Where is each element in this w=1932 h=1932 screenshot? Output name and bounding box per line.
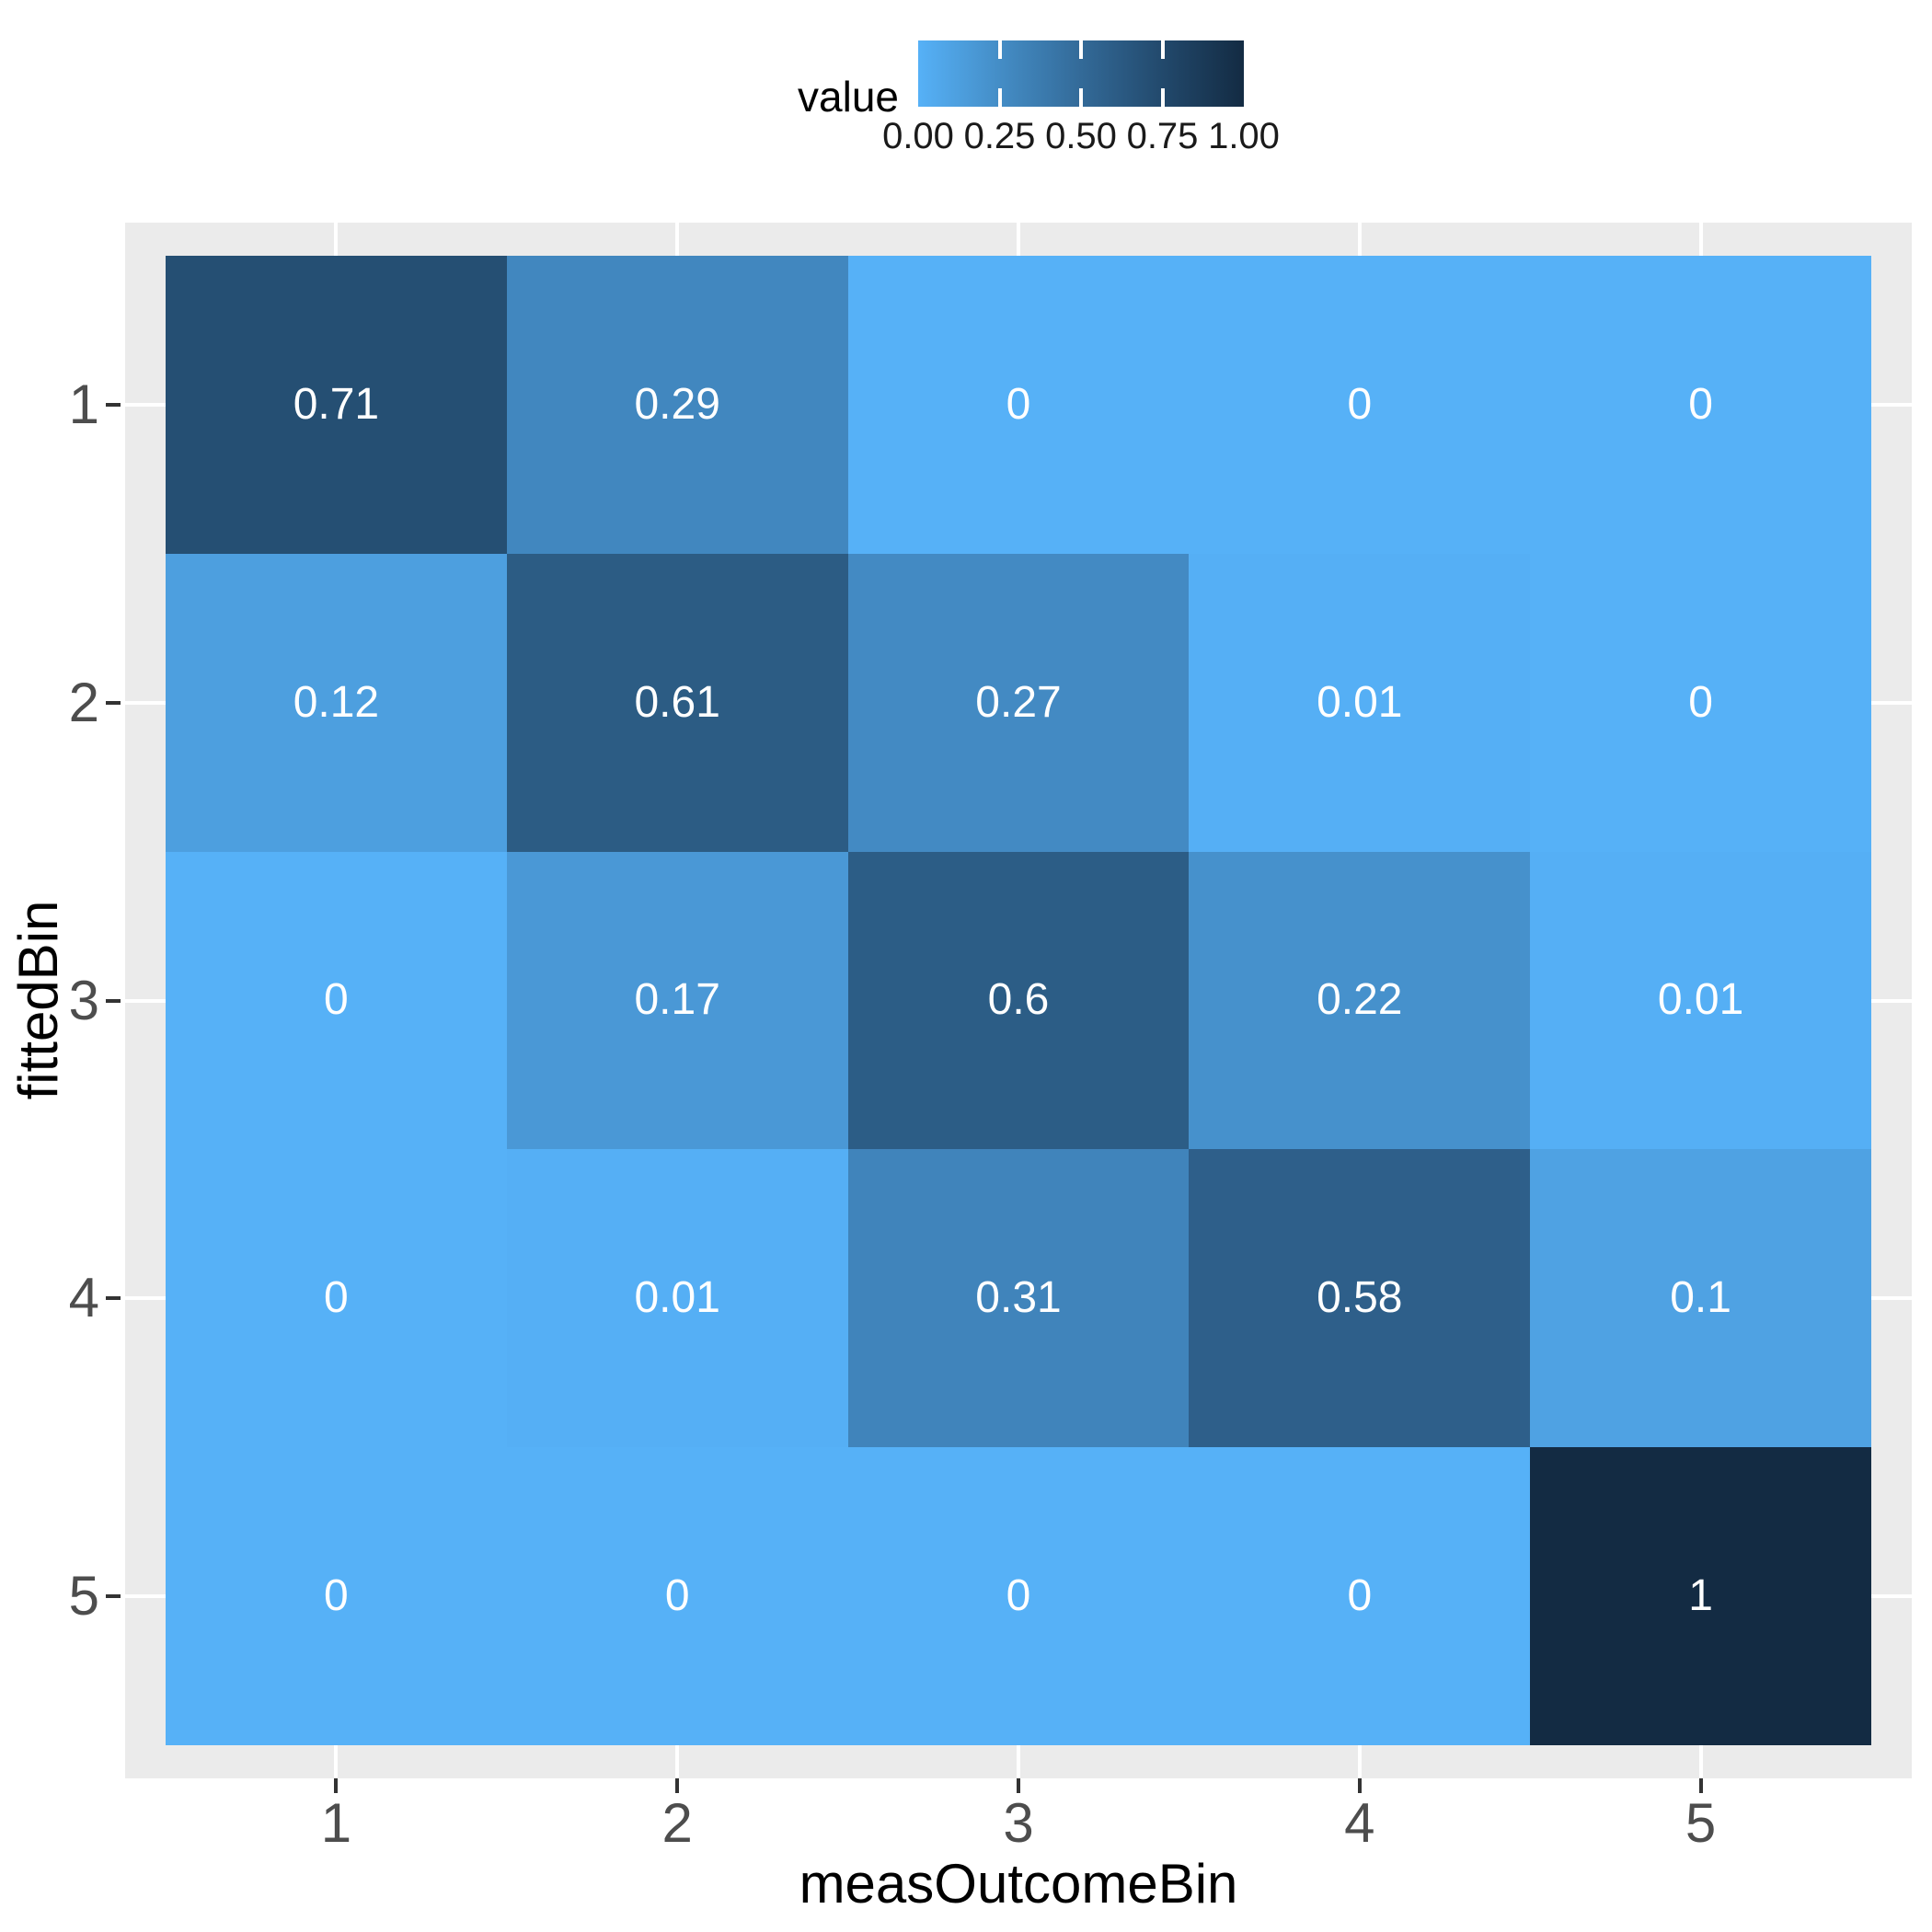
cell-value-label: 0.01 <box>1317 677 1403 727</box>
cell-value-label: 0.29 <box>634 379 720 429</box>
x-axis-tick <box>1357 1778 1362 1793</box>
y-axis-tick-label: 1 <box>68 373 99 435</box>
heatmap-cell: 0.01 <box>506 1149 848 1448</box>
heatmap-cell: 0 <box>847 1447 1190 1745</box>
cell-value-label: 0 <box>1347 1571 1373 1621</box>
heatmap-cell: 0.6 <box>847 851 1190 1150</box>
x-axis-tick-label: 4 <box>1344 1792 1375 1854</box>
cell-value-label: 0.58 <box>1317 1273 1403 1323</box>
cell-value-label: 0.61 <box>634 677 720 727</box>
cell-value-label: 0.01 <box>634 1273 720 1323</box>
legend-gradient-bar <box>918 40 1244 107</box>
legend-bar-tick <box>1160 88 1165 107</box>
heatmap-cell: 0.58 <box>1189 1149 1531 1448</box>
legend-bar-tick <box>997 88 1002 107</box>
y-axis-tick-label: 3 <box>68 969 99 1031</box>
heatmap-cell: 0 <box>1189 1447 1531 1745</box>
heatmap-cell: 0.29 <box>506 256 848 554</box>
cell-value-label: 0 <box>324 1273 349 1323</box>
y-axis-tick-label: 5 <box>68 1565 99 1627</box>
heatmap-cell: 0 <box>1530 553 1871 852</box>
heatmap-cell: 0.01 <box>1189 553 1531 852</box>
cell-value-label: 0.22 <box>1317 975 1403 1025</box>
legend-bar-tick <box>997 40 1002 59</box>
y-axis-tick <box>106 998 121 1003</box>
cell-value-label: 0.31 <box>975 1273 1062 1323</box>
heatmap-cell: 0.17 <box>506 851 848 1150</box>
cell-value-label: 0 <box>1347 379 1373 429</box>
x-axis-tick <box>1698 1778 1703 1793</box>
cell-value-label: 0.27 <box>975 677 1062 727</box>
heatmap-cell: 0.61 <box>506 553 848 852</box>
heatmap-cell: 0 <box>506 1447 848 1745</box>
heatmap-cell: 0.71 <box>166 256 507 554</box>
legend-bar-tick <box>1079 88 1083 107</box>
heatmap-cell: 0.31 <box>847 1149 1190 1448</box>
legend-bar-tick <box>1160 40 1165 59</box>
legend-tick-label: 0.00 <box>882 116 954 156</box>
cell-value-label: 0.1 <box>1670 1273 1731 1323</box>
y-axis-tick <box>106 1296 121 1301</box>
legend-bar-tick <box>1079 40 1083 59</box>
x-axis-tick-label: 2 <box>661 1792 693 1854</box>
heatmap-cell: 0.1 <box>1530 1149 1871 1448</box>
x-axis-tick <box>1017 1778 1020 1793</box>
cell-value-label: 0.71 <box>293 379 380 429</box>
x-axis-tick-label: 5 <box>1685 1792 1717 1854</box>
heatmap-cell: 1 <box>1530 1447 1871 1745</box>
legend-tick-label: 0.50 <box>1045 116 1117 156</box>
cell-value-label: 0.12 <box>293 677 380 727</box>
y-axis-tick <box>106 700 121 705</box>
heatmap-cell: 0 <box>166 1447 507 1745</box>
heatmap-cell: 0.27 <box>847 553 1190 852</box>
cell-value-label: 0 <box>1688 677 1713 727</box>
legend-title: value <box>798 73 899 121</box>
heatmap-cell: 0.01 <box>1530 851 1871 1150</box>
heatmap-cell: 0 <box>847 256 1190 554</box>
cell-value-label: 0.01 <box>1657 975 1744 1025</box>
heatmap-grid: 0.71 0.29 0 0 0 0.12 0.61 0.27 0.01 0 0 0.17 0.6 0.22… <box>166 256 1871 1745</box>
legend-tick-label: 1.00 <box>1208 116 1280 156</box>
cell-value-label: 0 <box>664 1571 690 1621</box>
cell-value-label: 0 <box>1006 379 1031 429</box>
cell-value-label: 0 <box>1688 379 1713 429</box>
x-axis-tick <box>675 1778 680 1793</box>
y-axis-tick <box>106 402 121 407</box>
x-axis-tick-label: 1 <box>320 1792 352 1854</box>
cell-value-label: 0 <box>324 975 349 1025</box>
heatmap-cell: 0 <box>1189 256 1531 554</box>
cell-value-label: 0 <box>1006 1571 1031 1621</box>
heatmap-cell: 0.22 <box>1189 851 1531 1150</box>
cell-value-label: 1 <box>1688 1571 1713 1621</box>
cell-value-label: 0.6 <box>987 975 1050 1025</box>
legend-tick-label: 0.25 <box>963 116 1036 156</box>
x-axis-tick-label: 3 <box>1003 1792 1034 1854</box>
x-axis-title: measOutcomeBin <box>799 1853 1238 1915</box>
heatmap-cell: 0.12 <box>166 553 507 852</box>
y-axis-tick-label: 2 <box>68 671 99 733</box>
x-axis-tick <box>334 1778 339 1793</box>
plot-panel: 0.71 0.29 0 0 0 0.12 0.61 0.27 0.01 0 0 0.17 0.6 0.22… <box>125 223 1912 1778</box>
heatmap-cell: 0 <box>1530 256 1871 554</box>
cell-value-label: 0.17 <box>634 975 720 1025</box>
y-axis-tick <box>106 1594 121 1599</box>
y-axis-tick-label: 4 <box>68 1267 99 1329</box>
cell-value-label: 0 <box>324 1571 349 1621</box>
y-axis-title: fittedBin <box>7 900 69 1100</box>
legend-tick-label: 0.75 <box>1126 116 1199 156</box>
heatmap-cell: 0 <box>166 1149 507 1448</box>
heatmap-cell: 0 <box>166 851 507 1150</box>
